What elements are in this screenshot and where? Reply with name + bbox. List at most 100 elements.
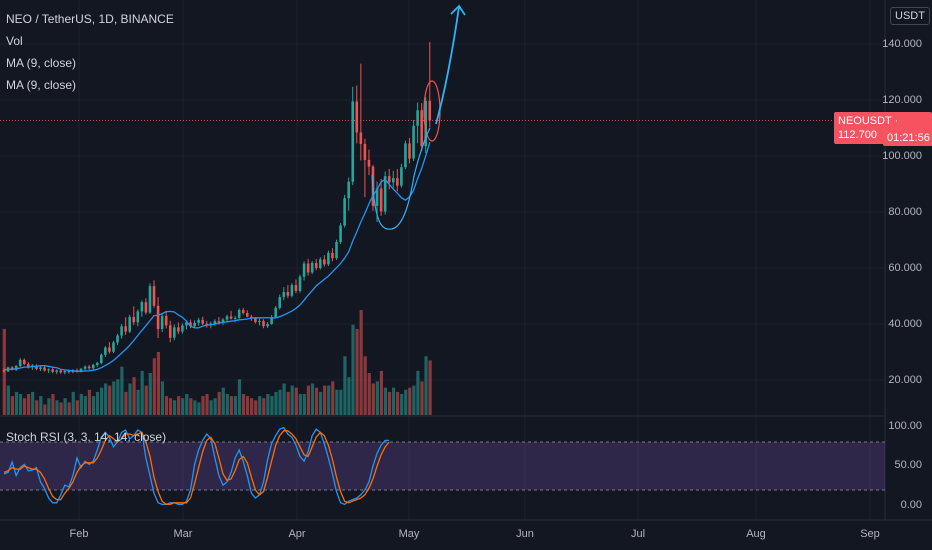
candle-body	[387, 176, 391, 183]
candle-body	[217, 321, 221, 323]
volume-bar	[128, 383, 132, 415]
volume-bar	[383, 387, 388, 415]
candle-body	[132, 317, 136, 323]
time-tick: Jul	[630, 528, 646, 540]
legend-volume[interactable]: Vol	[6, 34, 23, 48]
volume-bar	[10, 396, 15, 415]
candle-body	[136, 311, 140, 323]
candle-body	[278, 297, 282, 308]
volume-bar	[379, 370, 384, 415]
volume-bar	[108, 385, 112, 415]
volume-bar	[387, 391, 392, 415]
candle-body	[347, 181, 350, 199]
volume-bar	[160, 381, 165, 415]
volume-bar	[363, 356, 367, 415]
candle-body	[47, 369, 50, 371]
candle-body	[225, 316, 229, 320]
volume-bar	[290, 385, 294, 415]
candle-body	[201, 319, 204, 324]
candle-body	[355, 101, 359, 133]
candle-body	[35, 365, 38, 370]
volume-bar	[306, 385, 311, 415]
candle-body	[420, 110, 423, 147]
candle-body	[258, 320, 261, 323]
volume-bar	[347, 377, 351, 415]
volume-bar	[173, 400, 177, 415]
candle-body	[108, 347, 111, 352]
volume-bar	[420, 381, 424, 415]
price-tick: 40.000	[888, 318, 922, 330]
candle-body	[181, 325, 184, 332]
volume-bar	[274, 391, 278, 415]
candle-body	[335, 241, 338, 259]
candle-body	[112, 342, 115, 352]
candle-body	[124, 326, 127, 332]
candle-body	[59, 370, 63, 373]
candle-body	[27, 364, 30, 367]
candle-body	[43, 367, 46, 371]
candle-body	[424, 100, 428, 147]
candle-body	[383, 176, 387, 212]
stoch-tick: 100.00	[888, 420, 922, 432]
volume-bar	[136, 389, 140, 415]
legend-stoch-rsi[interactable]: Stoch RSI (3, 3, 14, 14, close)	[6, 430, 167, 444]
candle-body	[205, 323, 209, 326]
time-tick: Apr	[288, 528, 306, 540]
candle-body	[51, 369, 54, 372]
stoch-d-line	[3, 430, 390, 506]
volume-bar	[282, 383, 286, 415]
candle-body	[367, 159, 371, 167]
volume-bar	[314, 387, 319, 415]
time-tick: Sep	[860, 528, 880, 540]
candle-body	[351, 101, 355, 182]
price-tick: 140.000	[882, 38, 922, 50]
volume-bar	[359, 310, 363, 415]
candle-body	[306, 263, 310, 273]
symbol-title[interactable]: NEO / TetherUS, 1D, BINANCE	[6, 12, 174, 26]
candle-body	[189, 322, 192, 327]
price-badge-symbol: NEOUSDT	[838, 115, 892, 127]
candle-body	[331, 252, 334, 259]
legend-ma-1[interactable]: MA (9, close)	[6, 56, 77, 70]
volume-bar	[87, 389, 92, 415]
price-tick: 100.000	[882, 150, 922, 162]
currency-badge[interactable]: USDT	[890, 7, 930, 25]
candle-body	[213, 321, 217, 324]
stoch-rsi-band	[0, 442, 885, 490]
candle-body	[164, 315, 168, 326]
candle-body	[266, 324, 269, 327]
volume-bar	[229, 396, 233, 415]
candle-body	[270, 317, 273, 324]
legend-ma-2[interactable]: MA (9, close)	[6, 78, 77, 92]
candle-body	[375, 188, 379, 206]
candle-body	[229, 316, 233, 319]
candle-body	[314, 262, 318, 268]
volume-bar	[116, 379, 120, 415]
volume-bar	[298, 394, 302, 415]
volume-bar	[331, 381, 335, 415]
candle-body	[152, 286, 156, 306]
candle-body	[282, 292, 286, 298]
candle-body	[363, 143, 367, 160]
volume-bar	[351, 324, 355, 415]
volume-bar	[278, 389, 282, 415]
candle-body	[412, 125, 415, 159]
volume-bar	[148, 373, 152, 415]
volume-bar	[6, 385, 10, 415]
candle-body	[416, 110, 419, 126]
candle-body	[63, 371, 67, 373]
volume-bar	[233, 396, 238, 415]
candle-body	[428, 100, 432, 121]
volume-bar	[14, 391, 19, 415]
candle-body	[160, 315, 164, 330]
volume-bar	[424, 356, 428, 415]
volume-bar	[55, 400, 59, 415]
volume-bar	[71, 391, 75, 415]
candle-body	[79, 368, 83, 372]
volume-bar	[164, 396, 169, 415]
candle-body	[339, 225, 342, 242]
candle-body	[359, 132, 363, 144]
volume-bar	[241, 394, 246, 415]
